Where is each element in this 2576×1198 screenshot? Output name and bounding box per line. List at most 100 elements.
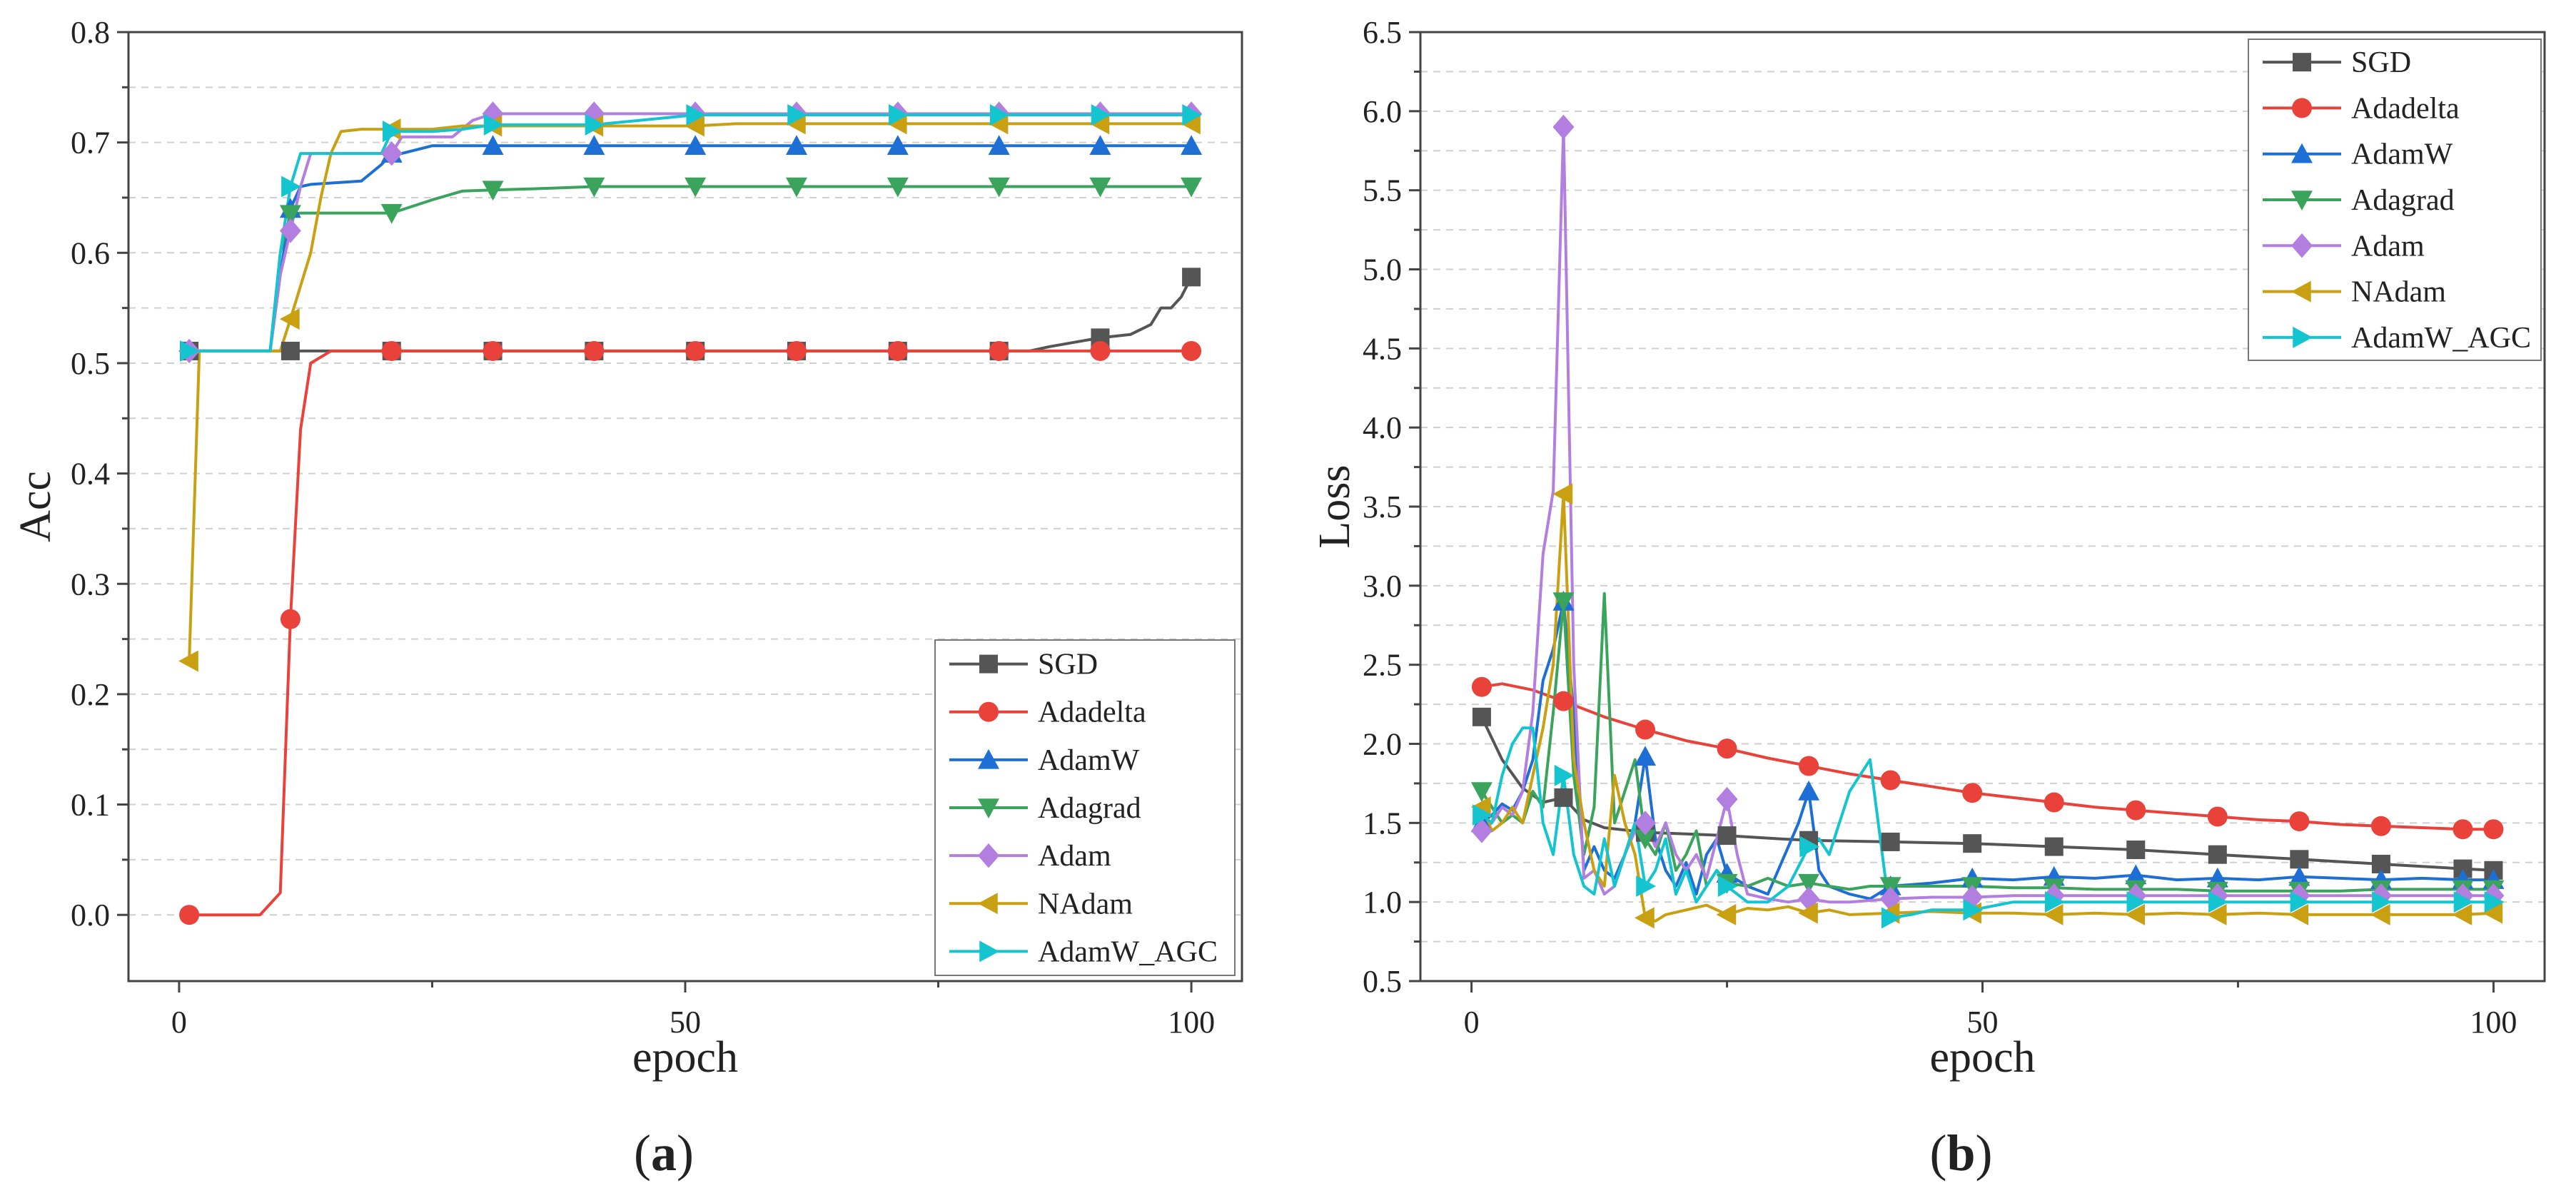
series-line-adadelta (189, 349, 1192, 917)
marker-adadelta (887, 340, 908, 361)
marker-adamw_agc (2290, 891, 2310, 913)
y-tick-label: 0.3 (71, 567, 110, 601)
legend-entry-label: AdamW (1038, 744, 1140, 777)
y-tick-label: 0.2 (71, 677, 110, 712)
marker-adamw (482, 135, 504, 156)
marker-sgd (1554, 788, 1573, 807)
marker-adamw_agc (585, 113, 605, 136)
marker-adamw_agc (2126, 891, 2147, 913)
legend-marker (2293, 53, 2311, 72)
marker-adam (380, 141, 403, 166)
marker-adamw (1635, 746, 1656, 766)
marker-adagrad (1635, 829, 1656, 850)
marker-adadelta (2370, 816, 2391, 836)
legend-marker (2291, 191, 2313, 210)
legend-marker (978, 798, 999, 818)
marker-adadelta (1880, 770, 1901, 791)
marker-nadam (2206, 903, 2227, 925)
marker-sgd (281, 341, 300, 360)
marker-adamw (988, 135, 1010, 156)
marker-adamw_agc (989, 103, 1010, 126)
marker-adadelta (1090, 340, 1111, 361)
marker-adadelta (1553, 691, 1574, 711)
marker-adadelta (787, 340, 807, 361)
legend-entry-label: Adadelta (2351, 92, 2460, 125)
chart-a: 0.0 0.1 0.2 0.3 0.4 0.5 0.6 0.7 0.8 0 50 100 epoch Ac… (11, 15, 1243, 1182)
marker-adam (1716, 786, 1738, 812)
x-tick-label: 50 (1967, 1005, 1999, 1040)
y-tick-label: 3.5 (1363, 489, 1402, 524)
marker-adam (1470, 818, 1492, 843)
marker-sgd (1182, 268, 1201, 287)
marker-adagrad (887, 177, 909, 198)
y-tick-label: 6.5 (1363, 15, 1402, 50)
marker-sgd (1717, 826, 1737, 846)
marker-adamw (583, 135, 605, 156)
legend-marker (2291, 280, 2311, 303)
legend-entry-label: Adadelta (1038, 696, 1146, 729)
marker-nadam (2288, 903, 2309, 925)
marker-nadam (2370, 903, 2390, 925)
legend-marker (2292, 98, 2312, 118)
y-tick-label: 0.8 (71, 15, 110, 50)
marker-nadam (1552, 483, 1573, 505)
panel-label: (b) (1929, 1125, 1992, 1182)
marker-nadam (1716, 903, 1737, 925)
marker-adagrad (1470, 782, 1492, 802)
y-axis-label: Loss (1310, 465, 1359, 548)
marker-adadelta (381, 340, 402, 361)
marker-nadam (2482, 902, 2503, 924)
legend-marker (2291, 233, 2313, 258)
marker-adagrad (1181, 177, 1203, 198)
x-tick-label: 0 (171, 1005, 187, 1040)
legend-entry-label: NAdam (2351, 276, 2446, 309)
series-line-sgd (1480, 716, 2494, 872)
marker-adadelta (1471, 676, 1492, 697)
marker-adamw_agc (1473, 804, 1492, 826)
series-group (1470, 114, 2505, 929)
marker-nadam (1798, 902, 1818, 924)
x-tick-label: 100 (1168, 1005, 1215, 1040)
marker-adagrad (988, 177, 1010, 198)
marker-adamw_agc (483, 113, 504, 136)
marker-adadelta (1635, 719, 1655, 740)
series-line-adam (1480, 126, 2494, 904)
marker-adamw_agc (2208, 891, 2228, 913)
marker-sgd (2208, 845, 2227, 864)
y-tick-label: 0.1 (71, 788, 110, 823)
marker-adamw_agc (2453, 891, 2474, 913)
marker-adamw (786, 135, 807, 156)
marker-adadelta (1181, 340, 1202, 361)
marker-adadelta (2126, 800, 2146, 821)
x-axis-label: epoch (1929, 1033, 2035, 1082)
y-tick-label: 2.0 (1363, 727, 1402, 762)
y-tick-label: 0.4 (71, 457, 110, 492)
marker-adagrad (1552, 592, 1575, 612)
legend-marker (2293, 326, 2313, 348)
marker-sgd (1963, 834, 1982, 853)
marker-sgd (2290, 850, 2309, 869)
y-tick-label: 2.5 (1363, 648, 1402, 683)
marker-adadelta (2483, 819, 2504, 840)
marker-adamw_agc (1799, 836, 1820, 858)
y-tick-label: 5.0 (1363, 253, 1402, 288)
legend-marker (979, 701, 999, 722)
marker-adagrad (279, 205, 301, 225)
marker-adagrad (1798, 873, 1820, 894)
marker-nadam (1635, 907, 1655, 929)
legend-entry-label: AdamW (2351, 138, 2453, 171)
marker-sgd (2126, 841, 2146, 860)
legend-marker (978, 748, 999, 769)
marker-adam (279, 218, 301, 243)
marker-adamw (2125, 864, 2147, 885)
marker-adamw_agc (1717, 875, 1738, 897)
legend-marker (978, 843, 999, 868)
marker-nadam (279, 308, 300, 330)
marker-nadam (685, 115, 704, 137)
marker-adamw (1181, 135, 1203, 156)
x-tick-label: 50 (670, 1005, 701, 1040)
y-tick-label: 1.0 (1363, 885, 1402, 920)
x-tick-label: 0 (1464, 1005, 1480, 1040)
marker-adamw (887, 135, 909, 156)
